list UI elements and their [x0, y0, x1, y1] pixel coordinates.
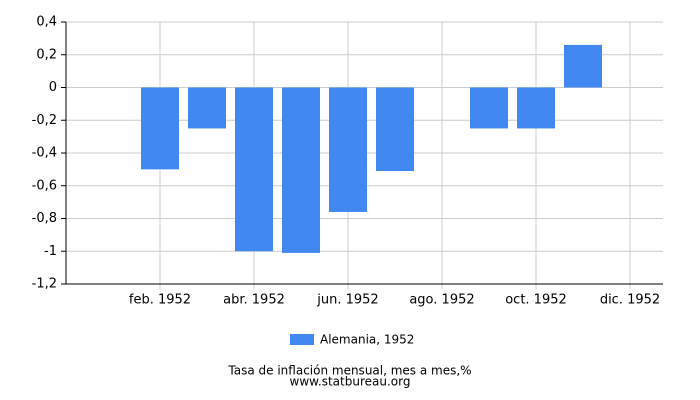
y-tick-label: -0,8	[32, 211, 57, 226]
bar	[235, 87, 273, 252]
bar	[376, 87, 414, 172]
x-tick-label: dic. 1952	[600, 293, 660, 308]
x-axis-label: Tasa de inflación mensual, mes a mes,%	[227, 364, 471, 378]
y-tick-label: 0	[49, 80, 57, 95]
y-tick-label: -1	[44, 244, 57, 259]
x-tick-label: abr. 1952	[223, 293, 285, 308]
bar	[470, 87, 508, 129]
y-tick-label: 0,4	[36, 15, 57, 30]
legend-swatch	[290, 334, 314, 345]
legend-label: Alemania, 1952	[320, 333, 414, 347]
bar	[141, 87, 179, 170]
y-tick-label: -0,4	[32, 146, 57, 161]
x-tick-label: jun. 1952	[316, 293, 378, 308]
bars	[141, 44, 602, 253]
labels: 0,4 0,2 0 -0,2 -0,4 -0,6 -0,8 -1 -1,2 feb. 1952 ab…	[32, 15, 661, 308]
x-tick-label: oct. 1952	[505, 293, 567, 308]
y-tick-label: 0,2	[36, 47, 57, 62]
bar	[282, 87, 320, 253]
y-tick-label: -0,6	[32, 178, 57, 193]
y-tick-label: -0,2	[32, 113, 57, 128]
source: www.statbureau.org	[290, 375, 411, 389]
bar	[329, 87, 367, 212]
bar	[517, 87, 555, 129]
bar	[564, 44, 602, 88]
x-tick-label: feb. 1952	[129, 293, 191, 308]
x-tick-label: ago. 1952	[409, 293, 474, 308]
bar	[188, 87, 226, 129]
y-tick-label: -1,2	[32, 277, 57, 292]
